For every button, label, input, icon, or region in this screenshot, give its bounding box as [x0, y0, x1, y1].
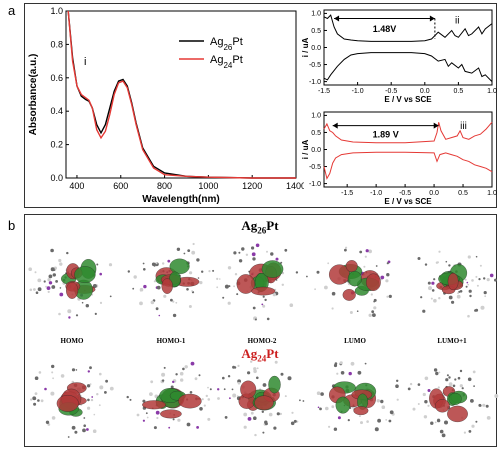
- panel-b-letter: b: [8, 218, 16, 233]
- y-tick-label: -0.5: [309, 62, 321, 69]
- orbital-label-lumo: LUMO: [344, 337, 366, 345]
- y-tick-label: 1.0: [50, 6, 63, 16]
- panel-a-frame: [24, 3, 497, 208]
- y-tick-label: 0.0: [50, 173, 63, 183]
- x-tick-label: -0.5: [399, 190, 411, 197]
- y-tick-label: -0.5: [309, 164, 321, 171]
- panel-a-letter: a: [8, 3, 16, 18]
- x-tick-label: 1.0: [487, 88, 497, 95]
- y-tick-label: 0.5: [311, 28, 321, 35]
- y-axis-label: Absorbance(a.u.): [28, 54, 39, 136]
- x-tick-label: 0.0: [429, 190, 439, 197]
- panel-mark: iii: [460, 121, 467, 132]
- x-tick-label: 1.0: [487, 190, 497, 197]
- x-tick-label: 0.0: [420, 88, 430, 95]
- cv-chart-ag26pt: -1.5 -1.0 -0.5 0.0 0.5 1.0 -1.0 -0.5 0.0 0.5 1.0 E …: [302, 9, 497, 104]
- series-line-1: [323, 151, 493, 180]
- orbital-label-lumo+1: LUMO+1: [437, 337, 467, 345]
- y-tick-label: 0.6: [50, 73, 63, 83]
- x-axis-label: E / V vs SCE: [384, 95, 432, 104]
- panel-b-frame: [24, 214, 497, 447]
- x-tick-label: -1.0: [352, 88, 364, 95]
- y-tick-label: 1.0: [311, 113, 321, 120]
- gap-label: 1.89 V: [373, 130, 399, 140]
- series-line-0: [323, 14, 493, 42]
- x-tick-label: 0.5: [454, 88, 464, 95]
- plot-frame: [65, 10, 297, 179]
- orbital-label-homo-2: HOMO-2: [247, 337, 277, 345]
- legend: Ag26Pt Ag24Pt: [179, 36, 243, 70]
- x-tick-label: -1.5: [318, 88, 330, 95]
- y-tick-label: 0.8: [50, 39, 63, 49]
- y-tick-label: 0.2: [50, 140, 63, 150]
- absorbance-chart: 400 600 800 1000 1200 1400 0.0 0.2 0.4 0.6 0.8 1.0 W…: [28, 6, 304, 205]
- plot-frame: [323, 9, 493, 86]
- y-axis-label: i / uA: [302, 140, 310, 160]
- y-tick-label: 0.0: [311, 147, 321, 154]
- x-tick-label: 800: [157, 181, 172, 191]
- x-tick-label: 1400: [286, 181, 304, 191]
- y-tick-label: -1.0: [309, 79, 321, 86]
- x-tick-label: 600: [113, 181, 128, 191]
- series-line-0: [67, 10, 296, 179]
- gap-label: 1.48V: [373, 24, 397, 34]
- y-tick-label: 1.0: [311, 11, 321, 18]
- x-tick-label: 1000: [198, 181, 218, 191]
- series-line-0: [323, 121, 493, 144]
- x-axis-label: E / V vs SCE: [384, 197, 432, 206]
- orbital-row-title-ag24pt: Ag24Pt: [241, 346, 279, 364]
- x-tick-label: 1200: [242, 181, 262, 191]
- x-tick-label: 400: [69, 181, 84, 191]
- cv-chart-ag24pt: -1.5 -1.0 -0.5 0.0 0.5 1.0 -1.0 -0.5 0.0 0.5 1.0 E …: [302, 111, 497, 206]
- y-tick-label: -1.0: [309, 181, 321, 188]
- legend-label-ag26pt: Ag26Pt: [210, 36, 243, 52]
- x-tick-label: -1.0: [370, 190, 382, 197]
- series-line-1: [323, 52, 493, 82]
- y-tick-label: 0.5: [311, 130, 321, 137]
- y-tick-label: 0.0: [311, 45, 321, 52]
- x-tick-label: 0.5: [458, 190, 468, 197]
- orbital-row-title-ag26pt: Ag26Pt: [241, 218, 279, 236]
- orbital-label-homo-1: HOMO-1: [156, 337, 186, 345]
- absorbance-panel-mark: i: [84, 56, 86, 68]
- legend-label-ag24pt: Ag24Pt: [210, 54, 243, 70]
- y-axis-label: i / uA: [302, 38, 310, 58]
- x-tick-label: -0.5: [385, 88, 397, 95]
- series-line-1: [67, 10, 296, 179]
- panel-mark: ii: [455, 16, 459, 27]
- orbital-label-homo: HOMO: [60, 337, 84, 345]
- x-axis-label: Wavelength(nm): [142, 194, 219, 205]
- y-tick-label: 0.4: [50, 106, 63, 116]
- x-tick-label: -1.5: [341, 190, 353, 197]
